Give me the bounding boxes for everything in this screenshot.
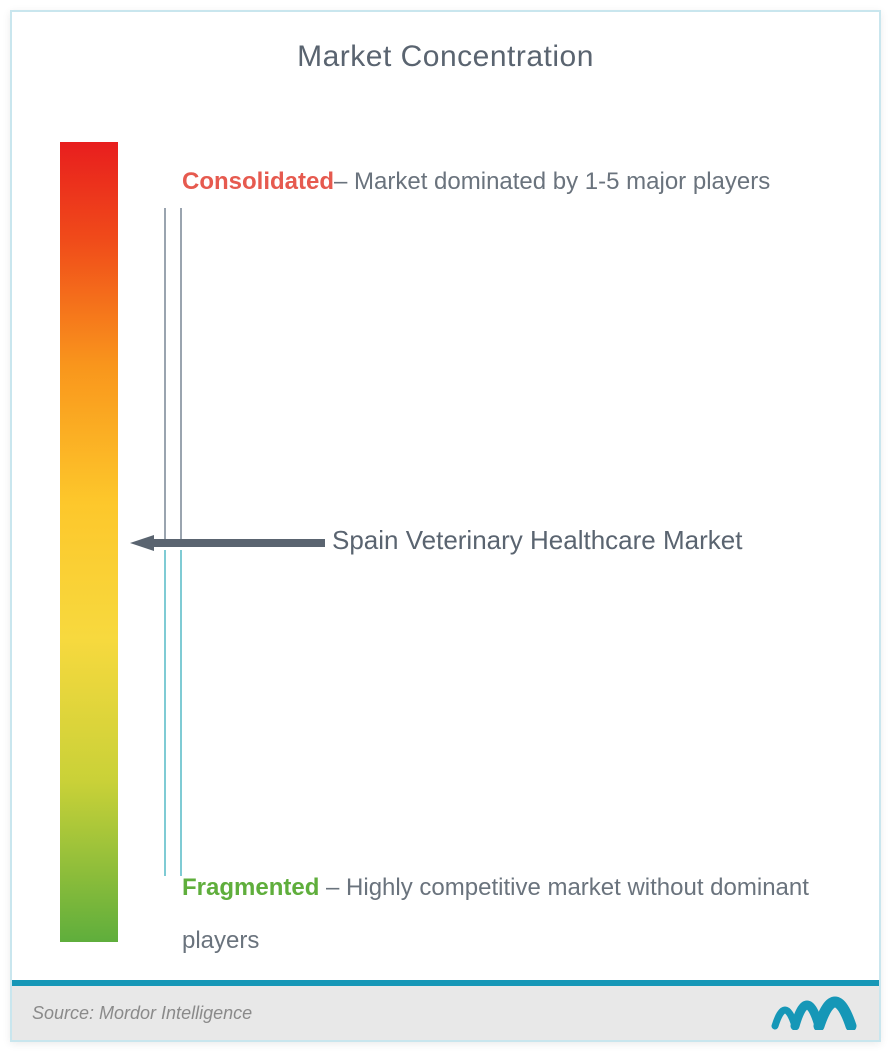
connector-line-bottom — [164, 550, 166, 876]
source-attribution: Source: Mordor Intelligence — [32, 1003, 252, 1024]
consolidated-term: Consolidated — [182, 168, 334, 195]
mordor-logo-icon — [771, 986, 861, 1030]
connector-line-top — [164, 208, 166, 542]
consolidated-label: Consolidated– Market dominated by 1-5 ma… — [182, 156, 842, 209]
consolidated-desc: – Market dominated by 1-5 major players — [334, 168, 770, 195]
chart-area: Consolidated– Market dominated by 1-5 ma… — [12, 142, 879, 942]
fragmented-term: Fragmented — [182, 874, 319, 901]
connector-line-bottom — [180, 550, 182, 876]
chart-card: Market Concentration Consolidated– M — [10, 10, 881, 1042]
market-marker-label: Spain Veterinary Healthcare Market — [332, 525, 742, 556]
connector-line-top — [180, 208, 182, 542]
marker-arrow-icon — [130, 535, 325, 551]
footer-bar: Source: Mordor Intelligence — [12, 980, 879, 1040]
chart-title: Market Concentration — [12, 12, 879, 74]
concentration-gradient-bar — [60, 142, 118, 942]
fragmented-label: Fragmented – Highly competitive market w… — [182, 862, 842, 968]
